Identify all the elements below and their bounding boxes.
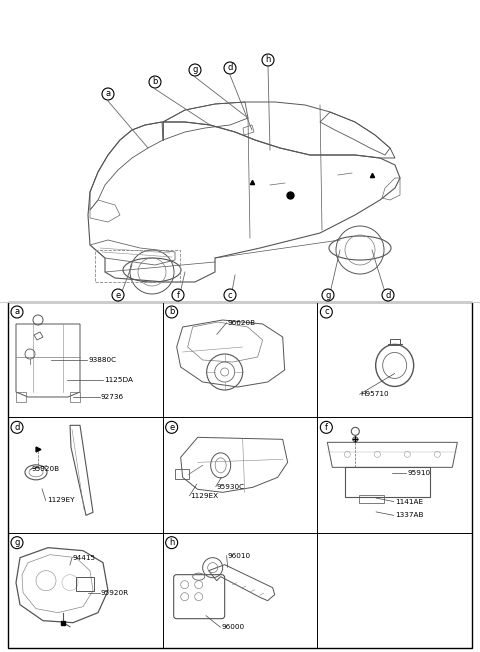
Text: 96010: 96010 — [228, 553, 251, 559]
Text: a: a — [14, 308, 20, 316]
Text: 95910: 95910 — [407, 469, 430, 476]
Bar — [360, 496, 384, 503]
Text: 93880C: 93880C — [88, 357, 117, 363]
Bar — [95, 250, 180, 282]
Text: b: b — [169, 308, 174, 316]
Text: a: a — [106, 89, 110, 98]
Text: d: d — [14, 423, 20, 432]
Text: 95930C: 95930C — [217, 484, 245, 490]
Text: h: h — [169, 538, 174, 547]
Text: c: c — [228, 291, 232, 299]
Text: g: g — [192, 65, 198, 74]
Text: b: b — [152, 78, 158, 87]
Text: h: h — [265, 55, 271, 65]
Text: d: d — [385, 291, 391, 299]
Text: 95920B: 95920B — [31, 466, 60, 472]
Bar — [390, 340, 400, 346]
Bar — [76, 576, 94, 591]
Text: 1125DA: 1125DA — [104, 378, 133, 383]
Text: 1141AE: 1141AE — [395, 499, 423, 505]
Bar — [175, 469, 189, 479]
Text: 1337AB: 1337AB — [395, 512, 423, 518]
Text: c: c — [324, 308, 329, 316]
Bar — [8, 302, 472, 648]
Text: g: g — [325, 291, 331, 299]
Text: f: f — [177, 291, 180, 299]
Text: 94415: 94415 — [73, 555, 96, 561]
Text: e: e — [115, 291, 120, 299]
Text: g: g — [14, 538, 20, 547]
Text: e: e — [169, 423, 174, 432]
Text: 1129EY: 1129EY — [47, 497, 74, 503]
Text: 96620B: 96620B — [228, 319, 256, 326]
Text: 1129EX: 1129EX — [191, 493, 218, 499]
Text: H95710: H95710 — [360, 391, 389, 397]
Bar — [345, 467, 431, 497]
Text: 92736: 92736 — [101, 394, 124, 400]
Text: 95920R: 95920R — [101, 589, 129, 596]
Text: 96000: 96000 — [221, 624, 245, 630]
Text: d: d — [228, 63, 233, 72]
Text: f: f — [325, 423, 328, 432]
